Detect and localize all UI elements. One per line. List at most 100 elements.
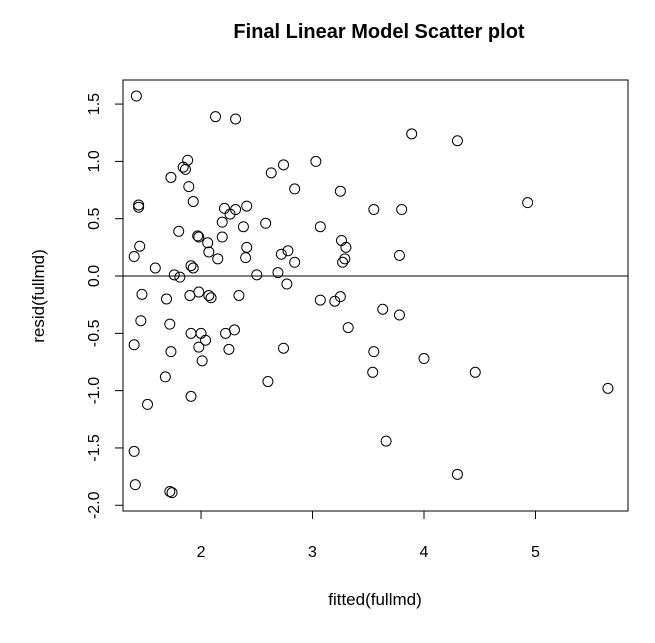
data-point	[278, 159, 290, 171]
data-point	[418, 353, 430, 365]
data-point	[128, 445, 140, 457]
data-point	[164, 486, 176, 498]
y-axis-label: resid(fullmd)	[29, 249, 48, 343]
data-point	[329, 295, 341, 307]
data-point	[142, 398, 154, 410]
data-point	[289, 256, 301, 268]
data-point	[179, 163, 191, 175]
chart-title: Final Linear Model Scatter plot	[233, 21, 524, 43]
data-point	[368, 204, 380, 216]
y-tick-label: 1.0	[86, 150, 103, 172]
data-point	[522, 197, 534, 209]
data-point	[339, 253, 351, 265]
x-tick-label: 2	[197, 544, 206, 561]
data-point	[174, 271, 186, 283]
data-point	[314, 221, 326, 233]
data-point	[335, 234, 347, 246]
data-point	[187, 262, 199, 274]
data-point	[230, 113, 242, 125]
data-point	[165, 346, 177, 358]
data-point	[406, 128, 418, 140]
data-point	[129, 479, 141, 491]
y-tick-label: 1.5	[86, 93, 103, 115]
data-point	[223, 343, 235, 355]
data-point	[262, 375, 274, 387]
data-point	[380, 435, 392, 447]
y-tick-label: -1.0	[86, 377, 103, 405]
data-point	[177, 161, 189, 173]
data-point	[135, 315, 147, 327]
data-point	[185, 390, 197, 402]
data-point	[134, 240, 146, 252]
x-tick-label: 4	[420, 544, 429, 561]
data-point	[185, 327, 197, 339]
data-point	[220, 327, 232, 339]
data-point	[281, 278, 293, 290]
data-point	[187, 196, 199, 208]
data-point	[133, 199, 145, 211]
data-point	[136, 288, 148, 300]
data-point	[182, 154, 194, 166]
data-point	[368, 346, 380, 358]
data-point	[275, 248, 287, 260]
data-point	[184, 290, 196, 301]
plot-frame	[122, 79, 629, 512]
data-point	[128, 339, 140, 351]
data-point	[195, 327, 207, 339]
data-point	[451, 468, 463, 480]
data-point	[185, 260, 197, 272]
data-point	[241, 241, 253, 253]
data-point	[130, 90, 142, 102]
data-point	[210, 111, 222, 123]
data-point	[272, 267, 284, 279]
data-point	[128, 251, 140, 263]
data-point	[260, 217, 272, 229]
x-axis: 2 3 4 5	[197, 510, 540, 561]
data-point	[165, 171, 177, 183]
data-point	[193, 341, 205, 353]
y-tick-label: -1.5	[86, 434, 103, 462]
data-point	[196, 355, 208, 367]
data-point	[205, 292, 217, 304]
data-point	[289, 183, 301, 195]
data-point	[367, 366, 379, 378]
x-axis-label: fitted(fullmd)	[328, 590, 422, 609]
data-point	[396, 204, 408, 216]
y-tick-label: 0.5	[86, 207, 103, 229]
data-point	[265, 167, 277, 179]
data-point	[192, 230, 204, 242]
data-point	[340, 241, 352, 253]
data-point	[173, 225, 185, 237]
data-point	[282, 245, 294, 257]
data-point	[469, 366, 481, 378]
y-tick-label: -0.5	[86, 319, 103, 347]
data-point	[334, 185, 346, 197]
data-point	[203, 246, 215, 258]
data-point	[159, 371, 171, 383]
data-point	[203, 290, 215, 301]
data-points	[128, 90, 614, 499]
data-point	[240, 252, 252, 264]
data-point	[233, 290, 245, 301]
data-point	[393, 249, 405, 261]
data-point	[216, 231, 228, 243]
data-point	[251, 269, 263, 281]
data-point	[166, 487, 178, 499]
data-point	[160, 293, 172, 305]
data-point	[314, 294, 326, 306]
data-point	[149, 262, 161, 274]
y-tick-label: -2.0	[86, 491, 103, 519]
y-axis: -2.0 -1.5 -1.0 -0.5 0.0 0.5 1.0 1.5	[86, 93, 124, 519]
data-point	[342, 322, 354, 334]
data-point	[602, 382, 614, 394]
data-point	[237, 221, 249, 233]
data-point	[212, 253, 224, 265]
data-point	[310, 155, 322, 167]
data-point	[218, 202, 230, 214]
data-point	[193, 231, 205, 243]
data-point	[133, 201, 145, 213]
data-point	[224, 208, 236, 220]
data-point	[216, 216, 228, 228]
data-point	[337, 256, 349, 268]
